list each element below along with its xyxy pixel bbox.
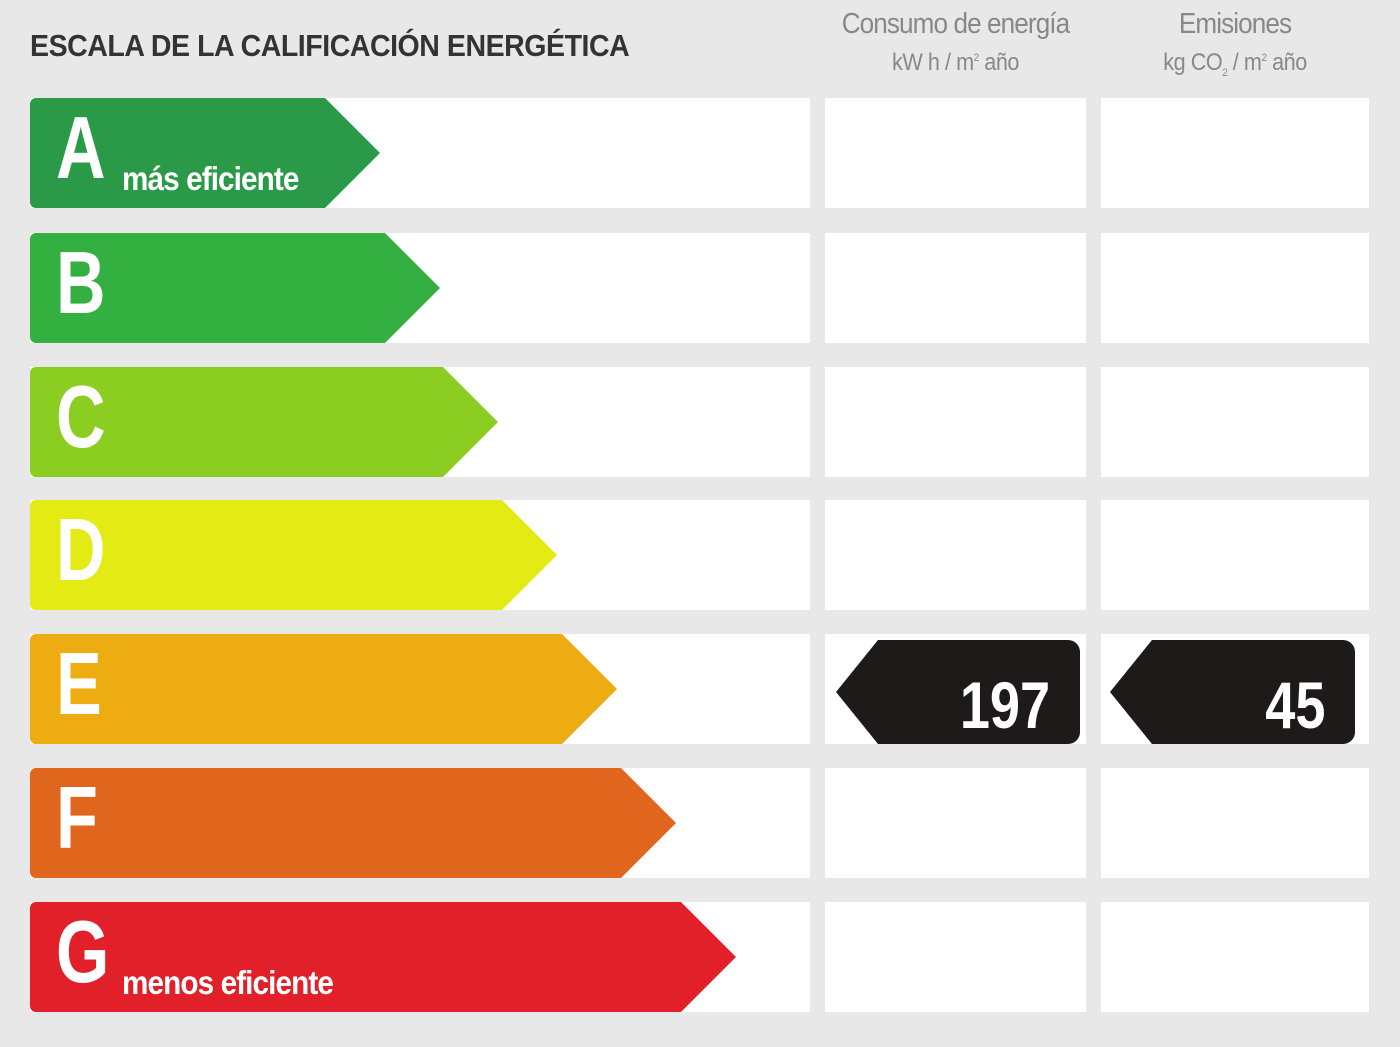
rating-row-e: E 197 45 xyxy=(0,634,1400,744)
rating-sublabel: menos eficiente xyxy=(122,964,334,1001)
rating-row-b: B xyxy=(0,233,1400,343)
rating-letter: E xyxy=(56,634,102,733)
rating-letter: F xyxy=(56,768,98,867)
energy-column-label: Consumo de energía xyxy=(841,8,1070,40)
energy-cell xyxy=(825,768,1086,878)
rating-row-c: C xyxy=(0,367,1400,477)
page-title: ESCALA DE LA CALIFICACIÓN ENERGÉTICA xyxy=(30,28,630,63)
emissions-column-label: Emisiones xyxy=(1178,8,1292,40)
emissions-cell xyxy=(1101,367,1369,477)
rating-arrow: C xyxy=(30,367,498,477)
rating-arrow: D xyxy=(30,500,557,610)
rating-arrow: E xyxy=(30,634,617,744)
rating-arrow: A más eficiente xyxy=(30,98,380,208)
rating-letter: C xyxy=(56,367,106,466)
emissions-cell xyxy=(1101,902,1369,1012)
rating-row-f: F xyxy=(0,768,1400,878)
rating-sublabel: más eficiente xyxy=(122,160,299,197)
emissions-value-badge: 45 xyxy=(1110,640,1355,744)
rating-row-g: G menos eficiente xyxy=(0,902,1400,1012)
emissions-cell xyxy=(1101,98,1369,208)
emissions-cell xyxy=(1101,768,1369,878)
rating-arrow: B xyxy=(30,233,440,343)
emissions-cell xyxy=(1101,233,1369,343)
rating-arrow: F xyxy=(30,768,676,878)
energy-cell xyxy=(825,500,1086,610)
energy-column-header: Consumo de energía kW h / m2 año xyxy=(825,8,1086,77)
energy-column-unit: kW h / m2 año xyxy=(892,49,1019,76)
rating-arrow: G menos eficiente xyxy=(30,902,736,1012)
rating-row-d: D xyxy=(0,500,1400,610)
rating-letter: G xyxy=(56,902,110,1001)
energy-cell xyxy=(825,902,1086,1012)
emissions-column-header: Emisiones kg CO2 / m2 año xyxy=(1101,8,1369,79)
energy-cell xyxy=(825,98,1086,208)
emissions-column-unit: kg CO2 / m2 año xyxy=(1163,49,1307,79)
rating-letter: B xyxy=(56,233,106,332)
energy-cell xyxy=(825,233,1086,343)
rating-row-a: A más eficiente xyxy=(0,98,1400,208)
energy-cell xyxy=(825,367,1086,477)
emissions-cell xyxy=(1101,500,1369,610)
energy-value-badge: 197 xyxy=(836,640,1080,744)
rating-letter: A xyxy=(56,98,106,197)
rating-letter: D xyxy=(56,500,106,599)
